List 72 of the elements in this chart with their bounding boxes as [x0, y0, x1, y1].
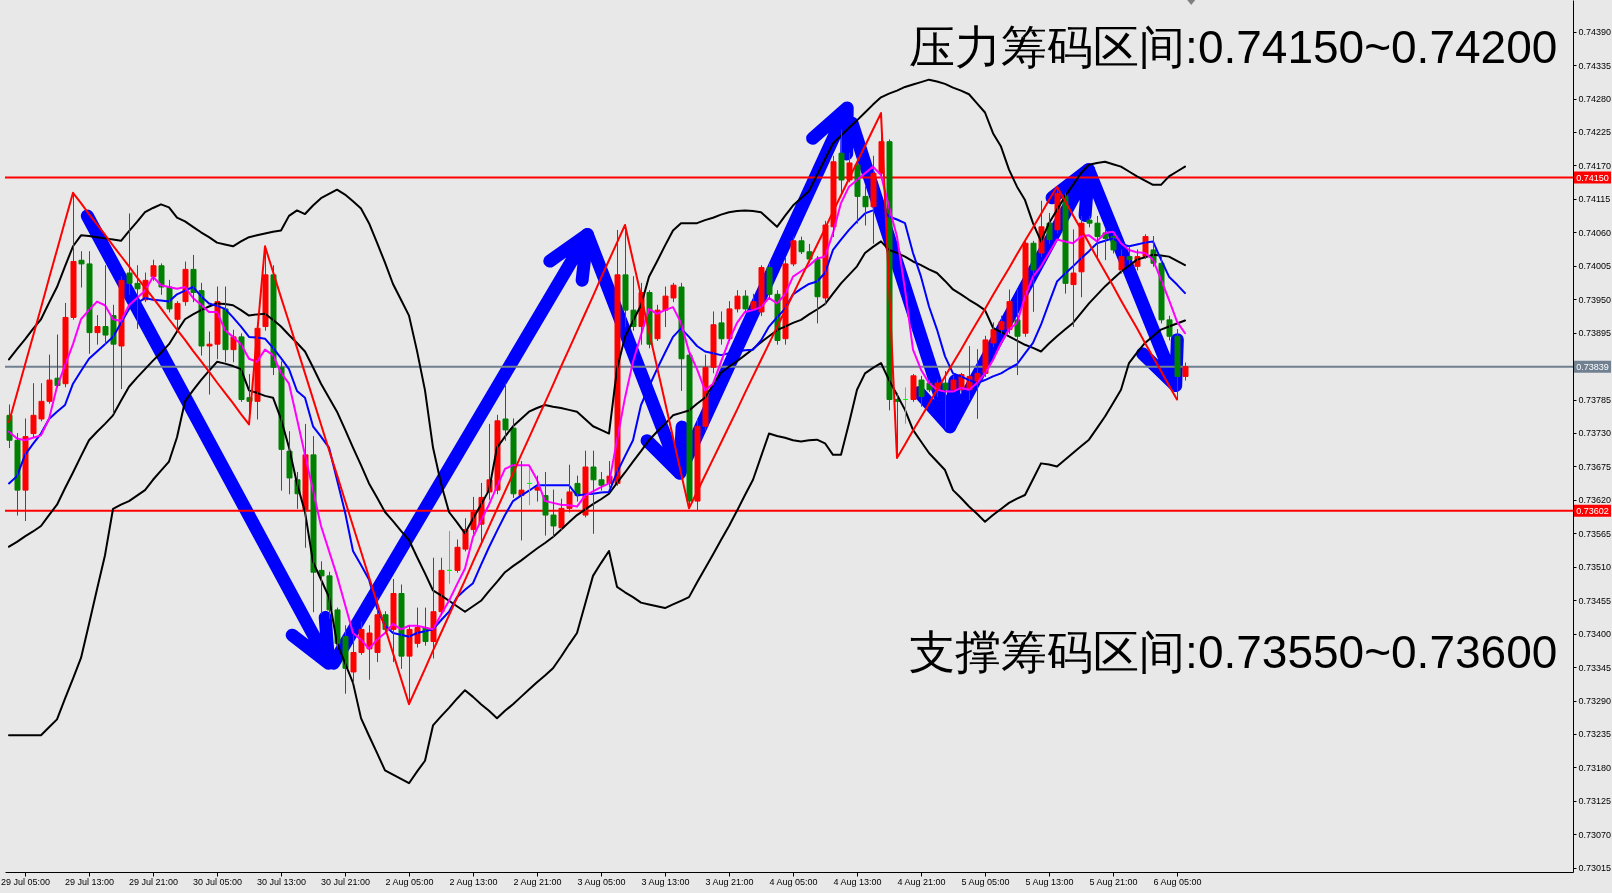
y-tick-label: 0.74225: [1578, 127, 1612, 138]
candlestick: [942, 371, 949, 429]
candlestick: [94, 315, 101, 345]
annotation: 支撑筹码区间:0.73550~0.73600: [909, 626, 1558, 678]
y-tick-label: 0.73950: [1578, 294, 1612, 305]
x-tick-label: 3 Aug 05:00: [577, 876, 626, 887]
x-tick-label: 5 Aug 21:00: [1089, 876, 1138, 887]
y-tick-label: 0.74060: [1578, 227, 1612, 238]
annotation: 压力筹码区间:0.74150~0.74200: [909, 20, 1558, 73]
y-tick-label: 0.73785: [1578, 395, 1612, 406]
x-tick-label: 3 Aug 21:00: [705, 876, 754, 887]
y-tick-label: 0.73675: [1578, 461, 1612, 472]
x-tick-label: 3 Aug 13:00: [641, 876, 690, 887]
ref-line-label: 0.74150: [1576, 172, 1609, 183]
ref-line-label: 0.73839: [1576, 361, 1609, 372]
x-tick-label: 30 Jul 13:00: [256, 876, 307, 887]
y-tick-label: 0.73125: [1578, 796, 1612, 807]
candlestick: [1054, 186, 1061, 234]
candlestick: [742, 290, 749, 313]
candlestick: [1062, 192, 1069, 294]
y-tick-label: 0.73070: [1578, 829, 1612, 840]
candlestick: [390, 579, 397, 663]
x-tick-label: 4 Aug 21:00: [897, 876, 946, 887]
x-tick-label: 2 Aug 21:00: [513, 876, 562, 887]
y-tick-label: 0.74005: [1578, 261, 1612, 272]
y-tick-label: 0.74280: [1578, 94, 1612, 105]
y-tick-label: 0.74170: [1578, 160, 1612, 171]
candlestick: [262, 245, 269, 331]
candlestick: [1014, 289, 1021, 376]
x-tick-label: 29 Jul 21:00: [128, 876, 179, 887]
candlestick: [910, 374, 917, 402]
x-tick-label: 5 Aug 05:00: [961, 876, 1010, 887]
x-tick-label: 30 Jul 21:00: [320, 876, 371, 887]
candlestick: [150, 259, 157, 281]
y-tick-label: 0.73455: [1578, 595, 1612, 606]
line-series: [8, 319, 1186, 785]
candlestick: [718, 311, 725, 345]
y-tick-label: 0.73510: [1578, 562, 1612, 573]
candlestick: [118, 276, 125, 390]
candlestick: [1126, 246, 1133, 264]
candlestick: [1030, 240, 1037, 312]
x-tick-label: 29 Jul 13:00: [64, 876, 115, 887]
y-tick-label: 0.73015: [1578, 863, 1612, 874]
y-tick-label: 0.73730: [1578, 428, 1612, 439]
x-tick-label: 29 Jul 05:00: [0, 876, 51, 887]
y-tick-label: 0.73180: [1578, 762, 1612, 773]
y-tick-label: 0.74115: [1578, 194, 1611, 205]
y-tick-label: 0.74390: [1578, 27, 1612, 38]
x-tick-label: 4 Aug 13:00: [833, 876, 882, 887]
y-tick-label: 0.73345: [1578, 662, 1612, 673]
candlestick: [1070, 229, 1077, 328]
candlestick: [398, 584, 405, 669]
x-tick-label: 5 Aug 13:00: [1025, 876, 1074, 887]
candlestick: [1182, 362, 1189, 381]
y-tick-label: 0.73400: [1578, 629, 1612, 640]
candlestick: [1022, 239, 1029, 337]
candlestick: [174, 301, 181, 331]
x-tick-label: 2 Aug 05:00: [385, 876, 434, 887]
ref-line-label: 0.73602: [1576, 505, 1609, 516]
x-tick-label: 2 Aug 13:00: [449, 876, 498, 887]
y-tick-label: 0.73620: [1578, 495, 1612, 506]
y-tick-label: 0.74335: [1578, 60, 1612, 71]
y-tick-label: 0.73565: [1578, 528, 1612, 539]
candlestick: [838, 129, 845, 194]
candlestick: [814, 256, 821, 324]
y-tick-label: 0.73895: [1578, 328, 1612, 339]
y-tick-label: 0.73235: [1578, 729, 1612, 740]
x-tick-label: 6 Aug 05:00: [1153, 876, 1202, 887]
y-tick-label: 0.73290: [1578, 696, 1612, 707]
x-tick-label: 4 Aug 05:00: [769, 876, 818, 887]
candlestick: [1118, 249, 1125, 274]
x-tick-label: 30 Jul 05:00: [192, 876, 243, 887]
